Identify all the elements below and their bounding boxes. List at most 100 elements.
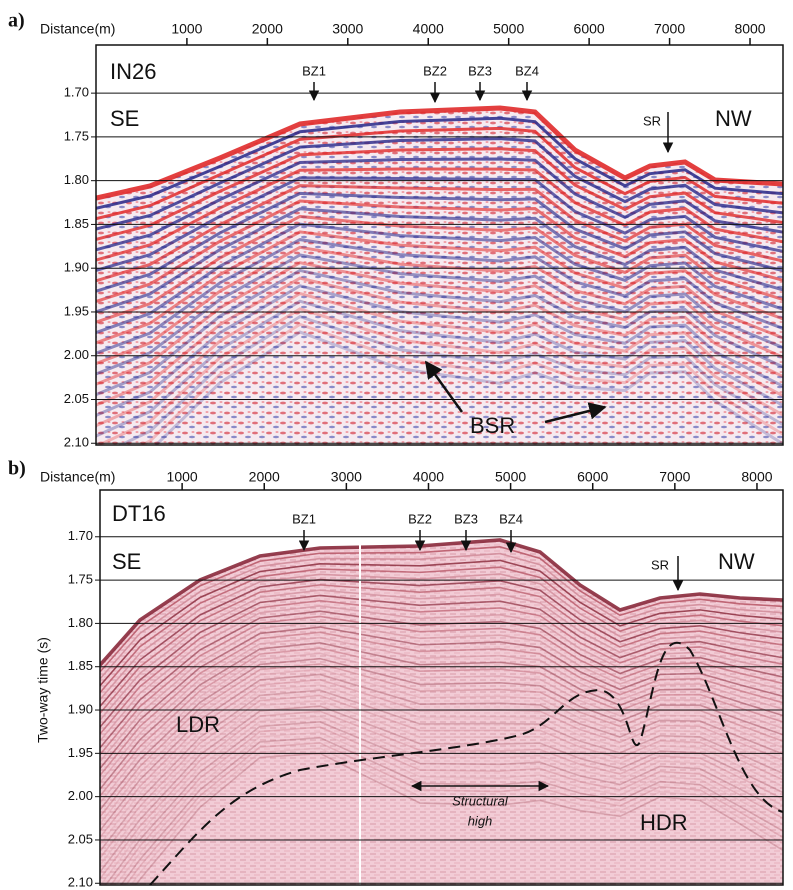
y-tick-label: 2.00	[68, 788, 93, 803]
reflector	[96, 105, 783, 201]
reflector	[96, 261, 783, 386]
y-tick-label: 2.05	[64, 391, 89, 406]
reflector	[100, 689, 783, 852]
reflector	[134, 752, 783, 885]
reflector	[96, 207, 783, 314]
reflector	[100, 705, 783, 873]
y-tick-label: 2.10	[68, 875, 93, 890]
panel-label: b)	[8, 458, 26, 480]
x-tick-label: 2000	[249, 469, 280, 485]
y-tick-label: 1.90	[68, 701, 93, 716]
reflector	[96, 276, 783, 407]
reflector	[100, 566, 783, 694]
reflector	[100, 642, 783, 790]
reflector	[96, 167, 783, 262]
reflector	[100, 715, 783, 885]
reflector	[96, 157, 783, 252]
reflector	[100, 615, 783, 756]
reflector	[96, 126, 783, 221]
y-tick-label: 1.95	[68, 745, 93, 760]
direction: NW	[718, 549, 755, 574]
reflector	[96, 284, 783, 417]
reflector	[100, 678, 783, 838]
arrows	[149, 530, 784, 886]
reflector	[96, 230, 783, 345]
reflector	[96, 291, 783, 428]
marker-label: BZ4	[515, 63, 539, 78]
y-tick-label: 1.85	[68, 658, 93, 673]
reflector	[100, 594, 783, 728]
y-tick-label: 2.05	[68, 831, 93, 846]
marker-label: BZ3	[454, 511, 478, 526]
direction: NW	[715, 106, 752, 131]
y-tick-label: 1.95	[64, 303, 89, 318]
y-tick-label: 2.10	[64, 435, 89, 450]
reflector	[96, 191, 783, 293]
reflector	[96, 299, 783, 438]
reflector	[100, 668, 783, 825]
reflector	[96, 268, 783, 397]
y-tick-label: 1.85	[64, 216, 89, 231]
reflector	[96, 222, 783, 334]
direction: SE	[112, 549, 141, 574]
y-tick-label: 1.90	[64, 260, 89, 275]
reflector	[104, 721, 783, 885]
x-tick-label: 3000	[331, 469, 362, 485]
reflector	[100, 694, 783, 859]
panel-label: a)	[8, 10, 25, 32]
reflector	[100, 584, 783, 714]
reflector	[100, 626, 783, 769]
x-tick-label: 7000	[654, 21, 685, 37]
arrows	[308, 82, 674, 424]
plot-frame	[99, 489, 784, 886]
y-tick-label: 1.70	[64, 85, 89, 100]
annotation: BSR	[470, 413, 515, 438]
y-tick-label: 1.75	[68, 572, 93, 587]
reflector	[96, 253, 783, 376]
x-tick-label: 2000	[252, 21, 283, 37]
reflector	[100, 684, 783, 845]
reflector	[100, 552, 783, 680]
reflector	[153, 330, 783, 445]
marker-label: SR	[643, 113, 661, 128]
reflector	[96, 238, 783, 355]
axes: 1.70 1.75 1.80 1.85 1.90 1.95 2.00 2.05 2.10 1000…	[64, 21, 784, 890]
x-tick-label: 1000	[171, 21, 202, 37]
marker-label: BZ4	[499, 511, 523, 526]
marker-label: BZ2	[408, 511, 432, 526]
x-tick-label: 5000	[495, 469, 526, 485]
reflector	[96, 199, 783, 303]
y-tick-label: 1.80	[64, 172, 89, 187]
seismic-section	[100, 490, 783, 885]
reflector	[100, 647, 783, 797]
reflector	[100, 599, 783, 735]
axis-title: Distance(m)	[40, 21, 115, 37]
reflector	[96, 176, 783, 272]
marker-label: BZ2	[423, 63, 447, 78]
y-tick-label: 2.00	[64, 347, 89, 362]
x-tick-label: 6000	[577, 469, 608, 485]
reflector	[100, 605, 783, 742]
axis-title: Distance(m)	[40, 469, 115, 485]
section-name: IN26	[110, 59, 156, 84]
reflector	[100, 636, 783, 783]
reflector	[100, 545, 783, 673]
y-axis-title: Two-way time (s)	[35, 637, 51, 743]
reflector	[100, 699, 783, 866]
reflector	[96, 307, 783, 445]
reflector	[100, 620, 783, 763]
reflector	[109, 726, 783, 885]
x-tick-label: 7000	[659, 469, 690, 485]
annotation: Structural	[452, 793, 509, 808]
reflector	[100, 538, 783, 667]
reflector	[96, 214, 783, 324]
x-tick-label: 8000	[734, 21, 765, 37]
reflector	[96, 245, 783, 365]
reflector	[96, 147, 783, 241]
reflector	[100, 673, 783, 831]
marker-label: BZ1	[292, 511, 316, 526]
x-tick-label: 6000	[574, 21, 605, 37]
y-tick-label: 1.70	[68, 528, 93, 543]
annotation: high	[468, 813, 493, 828]
